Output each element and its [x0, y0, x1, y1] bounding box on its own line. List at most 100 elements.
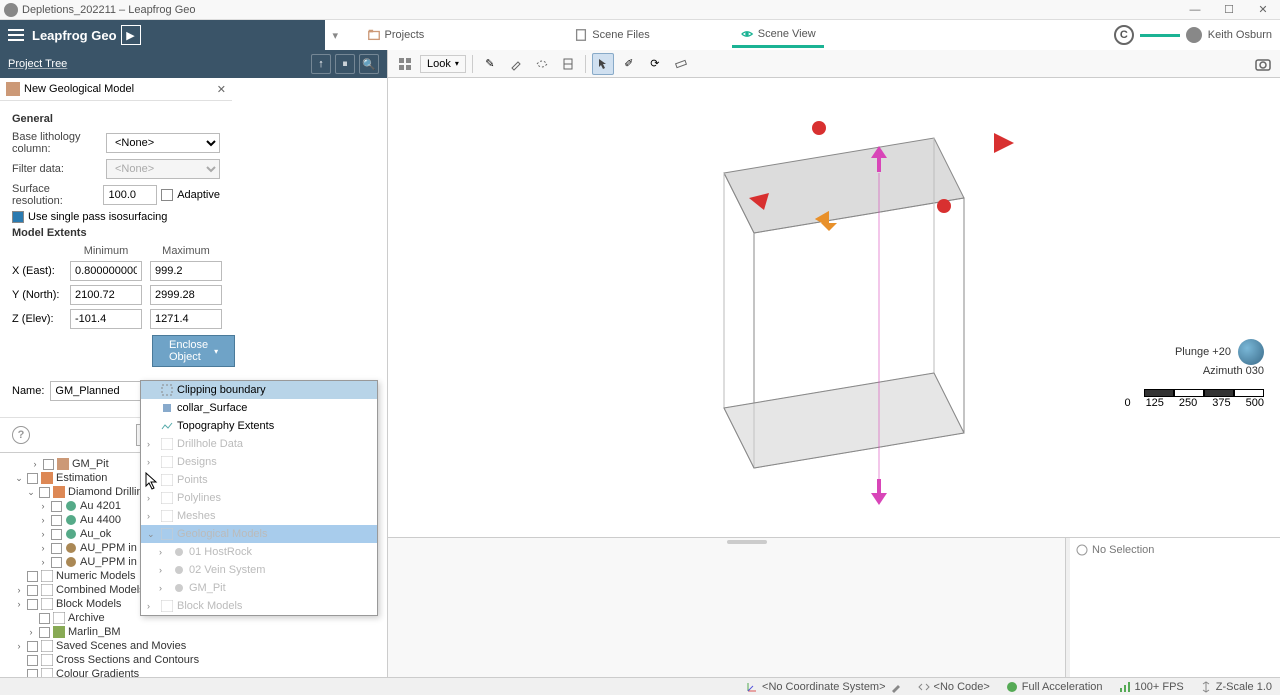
3d-viewport[interactable]: Plunge +20 Azimuth 030 0125250375500 — [388, 78, 1280, 537]
tab-scene-view[interactable]: Scene View — [732, 23, 824, 48]
pause-button[interactable]: ⏸ — [335, 54, 355, 74]
enclose-object-button[interactable]: Enclose Object — [152, 335, 235, 367]
enclose-object-dropdown[interactable]: Clipping boundary collar_Surface Topogra… — [140, 380, 378, 616]
dd-collar-surface[interactable]: collar_Surface — [141, 399, 377, 417]
coord-system[interactable]: <No Coordinate System> — [746, 681, 902, 693]
dd-points[interactable]: ›Points — [141, 471, 377, 489]
up-arrow-button[interactable]: ↑ — [311, 54, 331, 74]
dd-geological-models[interactable]: ⌄Geological Models — [141, 525, 377, 543]
rotate-icon[interactable]: ⟳ — [644, 53, 666, 75]
lasso-icon[interactable] — [531, 53, 553, 75]
arrow-icon[interactable] — [592, 53, 614, 75]
axis-icon — [746, 681, 758, 693]
window-title: Depletions_202211 – Leapfrog Geo — [22, 4, 1182, 16]
dd-block-models[interactable]: ›Block Models — [141, 597, 377, 615]
menubar: Leapfrog Geo ▶ ▾ Projects Scene Files Sc… — [0, 20, 1280, 50]
model-icon — [6, 82, 20, 96]
user-name: Keith Osburn — [1208, 29, 1272, 41]
app-title: Leapfrog Geo — [32, 28, 117, 43]
z-max-input[interactable] — [150, 309, 222, 329]
bottom-panels: No Selection — [388, 537, 1280, 677]
splitter[interactable] — [1066, 538, 1070, 677]
bolt-icon — [1006, 681, 1018, 693]
drag-handle[interactable] — [727, 540, 767, 544]
scale-icon — [1200, 681, 1212, 693]
dd-meshes[interactable]: ›Meshes — [141, 507, 377, 525]
adaptive-label: Adaptive — [177, 189, 220, 201]
tab-projects[interactable]: Projects — [359, 24, 433, 46]
base-lithology-select[interactable]: <None> — [106, 133, 220, 153]
scene-list-panel[interactable] — [388, 538, 1066, 677]
user-avatar-icon[interactable] — [1186, 27, 1202, 43]
logo-icon: C — [1114, 25, 1134, 45]
min-header: Minimum — [70, 245, 142, 257]
base-lithology-label: Base lithology column: — [12, 131, 102, 155]
dropdown-icon[interactable]: ▾ — [333, 29, 347, 42]
grid-icon[interactable] — [394, 53, 416, 75]
close-button[interactable]: ✕ — [1250, 2, 1276, 18]
3d-cube — [634, 98, 1034, 518]
z-label: Z (Elev): — [12, 313, 62, 325]
search-button[interactable]: 🔍 — [359, 54, 379, 74]
slice-icon[interactable] — [557, 53, 579, 75]
pencil-icon[interactable]: ✎ — [479, 53, 501, 75]
general-section: General — [12, 113, 220, 125]
play-button[interactable]: ▶ — [121, 25, 141, 45]
max-header: Maximum — [150, 245, 222, 257]
dd-topography[interactable]: Topography Extents — [141, 417, 377, 435]
look-dropdown[interactable]: Look — [420, 55, 466, 73]
zscale-status[interactable]: Z-Scale 1.0 — [1200, 681, 1272, 693]
info-icon — [1076, 544, 1088, 556]
ruler-icon[interactable] — [670, 53, 692, 75]
dd-clipping-boundary[interactable]: Clipping boundary — [141, 381, 377, 399]
panel-title: Project Tree — [8, 58, 307, 70]
minimize-button[interactable]: — — [1182, 2, 1208, 18]
dd-vein-system[interactable]: ›02 Vein System — [141, 561, 377, 579]
accel-status: Full Acceleration — [1006, 681, 1103, 693]
filter-data-select[interactable]: <None> — [106, 159, 220, 179]
x-max-input[interactable] — [150, 261, 222, 281]
dd-gm-pit[interactable]: ›GM_Pit — [141, 579, 377, 597]
scene-files-icon — [574, 28, 588, 42]
window-titlebar: Depletions_202211 – Leapfrog Geo — ☐ ✕ — [0, 0, 1280, 20]
extents-section: Model Extents — [12, 227, 220, 239]
single-pass-label: Use single pass isosurfacing — [28, 211, 167, 223]
y-min-input[interactable] — [70, 285, 142, 305]
y-label: Y (North): — [12, 289, 62, 301]
camera-icon[interactable] — [1252, 53, 1274, 75]
single-pass-checkbox[interactable] — [12, 211, 24, 223]
panel-header: Project Tree ↑ ⏸ 🔍 — [0, 50, 387, 78]
dropper-icon[interactable] — [505, 53, 527, 75]
properties-panel: No Selection — [1070, 538, 1280, 677]
dd-designs[interactable]: ›Designs — [141, 453, 377, 471]
dd-hostrock[interactable]: ›01 HostRock — [141, 543, 377, 561]
name-label: Name: — [12, 385, 44, 397]
filter-data-label: Filter data: — [12, 163, 102, 175]
tab-scene-files[interactable]: Scene Files — [566, 24, 657, 46]
adaptive-checkbox[interactable] — [161, 189, 173, 201]
dialog-title: New Geological Model — [24, 83, 217, 95]
fps-status: 100+ FPS — [1119, 681, 1184, 693]
dialog-close-button[interactable]: ✕ — [217, 83, 226, 96]
dd-drillhole[interactable]: ›Drillhole Data — [141, 435, 377, 453]
bars-icon — [1119, 681, 1131, 693]
pen-icon[interactable]: ✐ — [618, 53, 640, 75]
x-min-input[interactable] — [70, 261, 142, 281]
surface-resolution-input[interactable] — [103, 185, 157, 205]
no-selection-label: No Selection — [1092, 544, 1154, 556]
z-min-input[interactable] — [70, 309, 142, 329]
compass-ball-icon — [1238, 339, 1264, 365]
x-label: X (East): — [12, 265, 62, 277]
statusbar: <No Coordinate System> <No Code> Full Ac… — [0, 677, 1280, 695]
compass-readout: Plunge +20 Azimuth 030 — [1175, 339, 1264, 377]
scalebar — [1144, 389, 1264, 397]
menu-button[interactable] — [4, 23, 28, 47]
edit-icon[interactable] — [890, 681, 902, 693]
dd-polylines[interactable]: ›Polylines — [141, 489, 377, 507]
code-status[interactable]: <No Code> — [918, 681, 990, 693]
maximize-button[interactable]: ☐ — [1216, 2, 1242, 18]
y-max-input[interactable] — [150, 285, 222, 305]
help-button[interactable]: ? — [12, 426, 30, 444]
scene-panel: Look ✎ ✐ ⟳ — [388, 50, 1280, 677]
user-section: C Keith Osburn — [1114, 25, 1272, 45]
